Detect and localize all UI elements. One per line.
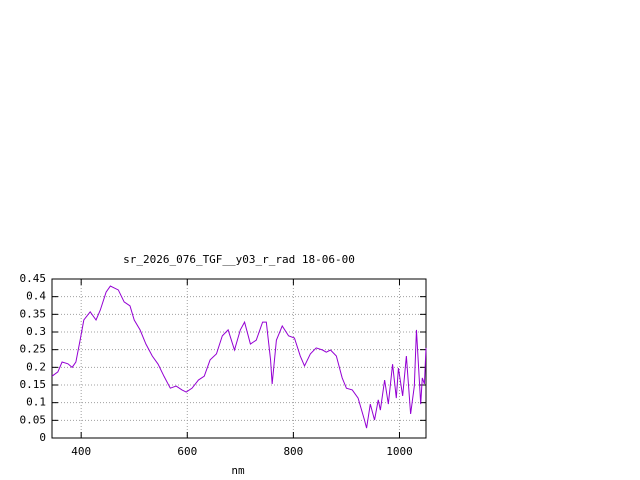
y-tick-label: 0.35	[20, 307, 47, 320]
y-tick-label: 0	[39, 431, 46, 444]
y-tick-label: 0.15	[20, 378, 47, 391]
y-tick-label: 0.1	[26, 396, 46, 409]
x-axis-label: nm	[231, 464, 245, 477]
plot-frame	[51, 278, 427, 439]
data-line	[51, 285, 427, 429]
x-tick-label: 1000	[386, 445, 413, 458]
y-tick-label: 0.3	[26, 325, 46, 338]
y-tick-label: 0.45	[20, 272, 47, 285]
x-tick-label: 400	[71, 445, 91, 458]
chart-title: sr_2026_076_TGF__y03_r_rad 18-06-00	[123, 253, 355, 266]
y-tick-label: 0.05	[20, 413, 47, 426]
y-tick-label: 0.25	[20, 343, 47, 356]
y-tick-label: 0.2	[26, 360, 46, 373]
y-tick-label: 0.4	[26, 290, 46, 303]
x-tick-label: 600	[177, 445, 197, 458]
x-tick-label: 800	[283, 445, 303, 458]
